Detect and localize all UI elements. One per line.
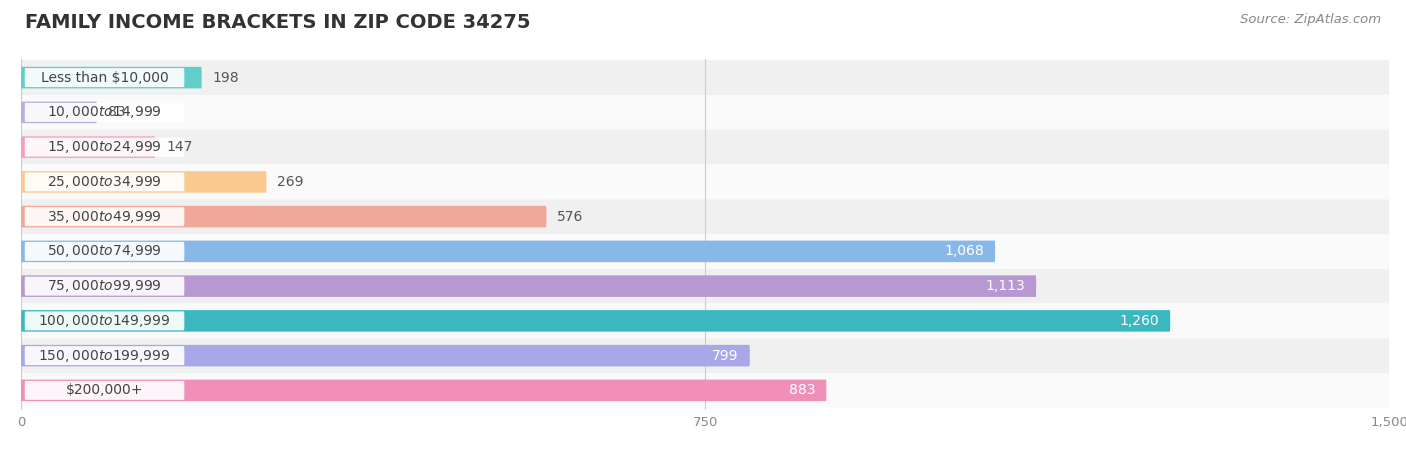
Text: 1,260: 1,260 <box>1119 314 1160 328</box>
Text: 269: 269 <box>277 175 304 189</box>
Text: $10,000 to $14,999: $10,000 to $14,999 <box>48 104 162 120</box>
FancyBboxPatch shape <box>25 311 184 330</box>
Text: $25,000 to $34,999: $25,000 to $34,999 <box>48 174 162 190</box>
Text: FAMILY INCOME BRACKETS IN ZIP CODE 34275: FAMILY INCOME BRACKETS IN ZIP CODE 34275 <box>25 14 531 32</box>
FancyBboxPatch shape <box>21 67 201 88</box>
Text: 799: 799 <box>713 349 740 363</box>
Text: 147: 147 <box>166 140 193 154</box>
Text: $100,000 to $149,999: $100,000 to $149,999 <box>38 313 170 329</box>
FancyBboxPatch shape <box>21 102 97 123</box>
FancyBboxPatch shape <box>21 345 749 366</box>
FancyBboxPatch shape <box>21 241 995 262</box>
FancyBboxPatch shape <box>25 381 184 400</box>
FancyBboxPatch shape <box>25 242 184 261</box>
Text: 1,068: 1,068 <box>945 244 984 258</box>
Text: $15,000 to $24,999: $15,000 to $24,999 <box>48 139 162 155</box>
FancyBboxPatch shape <box>25 207 184 226</box>
Text: 198: 198 <box>212 71 239 85</box>
FancyBboxPatch shape <box>21 310 1170 332</box>
Text: $200,000+: $200,000+ <box>66 383 143 397</box>
FancyBboxPatch shape <box>21 380 827 401</box>
Text: $50,000 to $74,999: $50,000 to $74,999 <box>48 243 162 259</box>
Text: $75,000 to $99,999: $75,000 to $99,999 <box>48 278 162 294</box>
Text: Source: ZipAtlas.com: Source: ZipAtlas.com <box>1240 14 1381 27</box>
FancyBboxPatch shape <box>21 60 1389 95</box>
FancyBboxPatch shape <box>25 68 184 87</box>
Text: $150,000 to $199,999: $150,000 to $199,999 <box>38 348 170 364</box>
FancyBboxPatch shape <box>21 136 155 158</box>
FancyBboxPatch shape <box>21 130 1389 165</box>
Text: Less than $10,000: Less than $10,000 <box>41 71 169 85</box>
FancyBboxPatch shape <box>25 277 184 296</box>
FancyBboxPatch shape <box>21 171 266 193</box>
FancyBboxPatch shape <box>25 172 184 191</box>
FancyBboxPatch shape <box>21 234 1389 269</box>
FancyBboxPatch shape <box>21 165 1389 199</box>
FancyBboxPatch shape <box>21 373 1389 408</box>
FancyBboxPatch shape <box>21 269 1389 303</box>
FancyBboxPatch shape <box>21 206 547 227</box>
Text: 883: 883 <box>789 383 815 397</box>
FancyBboxPatch shape <box>21 338 1389 373</box>
FancyBboxPatch shape <box>21 95 1389 130</box>
FancyBboxPatch shape <box>21 199 1389 234</box>
FancyBboxPatch shape <box>21 275 1036 297</box>
Text: 576: 576 <box>557 210 583 224</box>
FancyBboxPatch shape <box>25 346 184 365</box>
Text: 83: 83 <box>108 105 125 119</box>
FancyBboxPatch shape <box>21 303 1389 338</box>
FancyBboxPatch shape <box>25 138 184 157</box>
FancyBboxPatch shape <box>25 103 184 122</box>
Text: $35,000 to $49,999: $35,000 to $49,999 <box>48 209 162 225</box>
Text: 1,113: 1,113 <box>986 279 1025 293</box>
